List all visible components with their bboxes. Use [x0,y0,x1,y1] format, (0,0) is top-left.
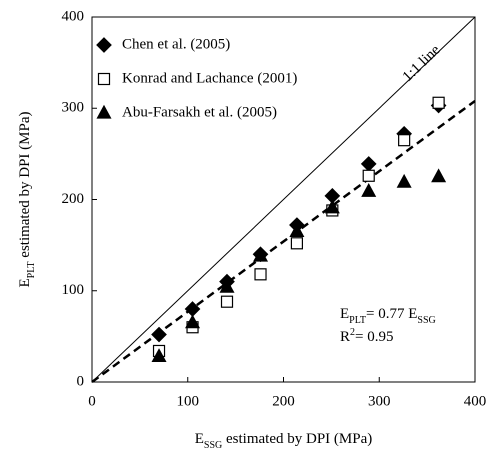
diamond-marker [360,156,377,172]
y-tick-label: 200 [62,191,85,207]
x-tick-label: 100 [177,393,200,409]
square-marker [290,237,304,250]
triangle-marker [151,348,167,363]
fit-equation-part: PLT [349,315,366,326]
y-axis-label-part: PLT [26,261,37,278]
x-axis-label-part: E [195,431,204,447]
r-squared-part: R [340,329,350,345]
legend-label: Chen et al. (2005) [122,36,230,52]
triangle-marker [431,168,447,183]
reference-line [91,16,476,383]
y-tick-label: 400 [62,8,85,24]
triangle-marker [361,183,377,197]
y-axis-label-part: estimated by DPI (MPa) [17,111,33,261]
fit-equation-part: = 0.77 E [366,306,417,322]
diamond-marker [151,326,167,343]
triangle-marker [324,199,340,214]
legend-label: Konrad and Lachance (2001) [122,70,297,86]
triangle-marker [396,173,412,188]
r-squared-part: 2 [350,327,355,338]
triangle-marker [253,247,269,262]
square-marker [398,134,411,147]
square-marker [254,268,267,281]
x-axis-label-part: SSG [204,440,222,451]
line-label: 1:1 line [400,42,444,85]
triangle-marker [185,314,201,329]
legend-marker [97,72,111,86]
r-squared: R2= 0.95 [340,327,393,346]
x-axis-label-part: estimated by DPI (MPa) [222,431,372,447]
x-tick-label: 200 [272,393,295,409]
y-tick-label: 100 [62,282,85,298]
y-axis-label: EPLT estimated by DPI (MPa) [17,111,36,287]
reference-line [91,99,476,384]
y-tick-label: 300 [62,100,85,116]
y-tick-label: 0 [77,373,85,389]
square-marker [432,96,445,109]
x-axis-label: ESSG estimated by DPI (MPa) [195,431,373,450]
x-tick-label: 400 [464,393,487,409]
legend-marker [96,104,112,119]
fit-equation-part: SSG [417,315,435,326]
square-marker [220,295,234,308]
legend-marker [96,37,112,53]
fit-equation-part: E [340,306,349,322]
x-tick-label: 300 [368,393,391,409]
legend-label: Abu-Farsakh et al. (2005) [122,104,277,120]
fit-equation: EPLT= 0.77 ESSG [340,306,436,325]
square-marker [362,169,375,182]
x-tick-label: 0 [88,393,96,409]
triangle-marker [219,278,235,293]
y-axis-label-part: E [17,278,33,287]
triangle-marker [289,223,305,238]
r-squared-part: = 0.95 [355,329,393,345]
